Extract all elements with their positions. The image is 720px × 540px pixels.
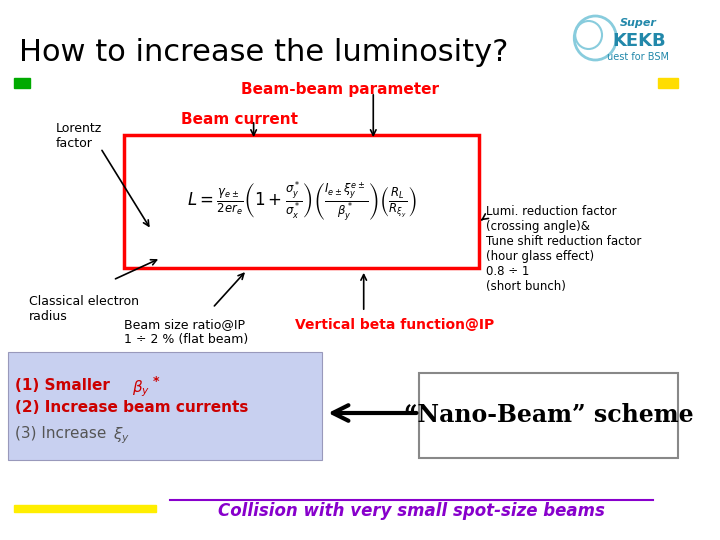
Text: $\xi_y$: $\xi_y$ [113,425,130,446]
FancyBboxPatch shape [125,135,479,268]
Text: (3) Increase: (3) Increase [15,425,112,440]
Text: Lumi. reduction factor
(crossing angle)&
Tune shift reduction factor
(hour glass: Lumi. reduction factor (crossing angle)&… [486,205,642,293]
Text: (1) Smaller: (1) Smaller [15,378,115,393]
Text: $\beta_y$: $\beta_y$ [132,378,150,399]
Text: Vertical beta function@IP: Vertical beta function@IP [294,318,494,332]
Text: Collision with very small spot-size beams: Collision with very small spot-size beam… [218,502,605,520]
Text: uest for BSM: uest for BSM [607,52,669,62]
Bar [14,505,156,512]
Text: $L = \frac{\gamma_{e\pm}}{2er_e}\left(1+\frac{\sigma_y^*}{\sigma_x^*}\right)\lef: $L = \frac{\gamma_{e\pm}}{2er_e}\left(1+… [186,180,416,224]
Text: Beam current: Beam current [181,112,298,127]
FancyBboxPatch shape [8,352,322,460]
Text: Lorentz
factor: Lorentz factor [55,122,102,150]
Bar [14,78,30,88]
Text: Super: Super [620,18,657,28]
Text: *: * [153,375,160,388]
Text: Beam-beam parameter: Beam-beam parameter [240,82,438,97]
Bar [659,78,678,88]
Text: KEKB: KEKB [613,32,666,50]
FancyBboxPatch shape [419,373,678,458]
Text: How to increase the luminosity?: How to increase the luminosity? [19,38,508,67]
Text: (2) Increase beam currents: (2) Increase beam currents [15,400,248,415]
Text: “Nano-Beam” scheme: “Nano-Beam” scheme [404,403,693,427]
Text: Classical electron
radius: Classical electron radius [29,295,139,323]
Text: Beam size ratio@IP
1 ÷ 2 % (flat beam): Beam size ratio@IP 1 ÷ 2 % (flat beam) [125,318,248,346]
